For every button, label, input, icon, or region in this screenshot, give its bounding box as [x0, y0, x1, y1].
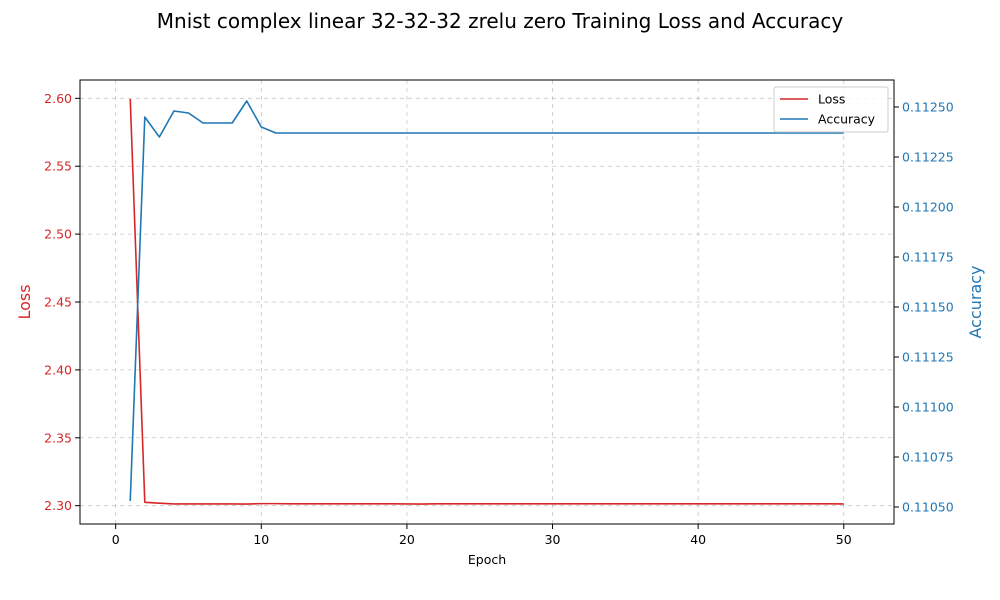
y-left-tick-label: 2.55 [44, 159, 72, 174]
y-right-tick-label: 0.11250 [902, 100, 954, 115]
y-left-tick-label: 2.35 [44, 430, 72, 445]
y-right-tick-label: 0.11075 [902, 450, 954, 465]
y-left-axis-label: Loss [15, 284, 34, 319]
x-tick-label: 20 [399, 532, 415, 547]
y-left-tick-label: 2.30 [44, 498, 72, 513]
y-left-tick-label: 2.50 [44, 227, 72, 242]
x-tick-label: 30 [545, 532, 561, 547]
y-right-tick-label: 0.11175 [902, 250, 954, 265]
legend-label-accuracy: Accuracy [818, 112, 876, 127]
grid-layer [80, 80, 894, 524]
y-right-tick-label: 0.11125 [902, 350, 954, 365]
y-right-tick-label: 0.11150 [902, 300, 954, 315]
series-line-accuracy [129, 100, 844, 502]
x-tick-label: 10 [253, 532, 269, 547]
y-right-tick-label: 0.11200 [902, 200, 954, 215]
legend: Loss Accuracy [773, 86, 889, 133]
chart-title: Mnist complex linear 32-32-32 zrelu zero… [157, 9, 844, 33]
y-left-tick-label: 2.40 [44, 362, 72, 377]
x-tick-label: 50 [836, 532, 852, 547]
y-left-tick-label: 2.60 [44, 91, 72, 106]
y-right-tick-label: 0.11050 [902, 500, 954, 515]
series-line-loss [129, 98, 844, 505]
axis-layer: 0 10 20 30 40 50 2.30 2.35 2.40 2.45 2.50 2.55 2.60 0… [44, 91, 954, 547]
x-tick-label: 0 [112, 532, 120, 547]
series-layer [129, 98, 844, 505]
y-left-tick-label: 2.45 [44, 295, 72, 310]
x-axis-label: Epoch [468, 552, 506, 567]
y-right-tick-label: 0.11100 [902, 400, 954, 415]
x-tick-label: 40 [690, 532, 706, 547]
y-right-tick-label: 0.11225 [902, 150, 954, 165]
legend-label-loss: Loss [818, 92, 845, 107]
y-right-axis-label: Accuracy [966, 265, 985, 338]
